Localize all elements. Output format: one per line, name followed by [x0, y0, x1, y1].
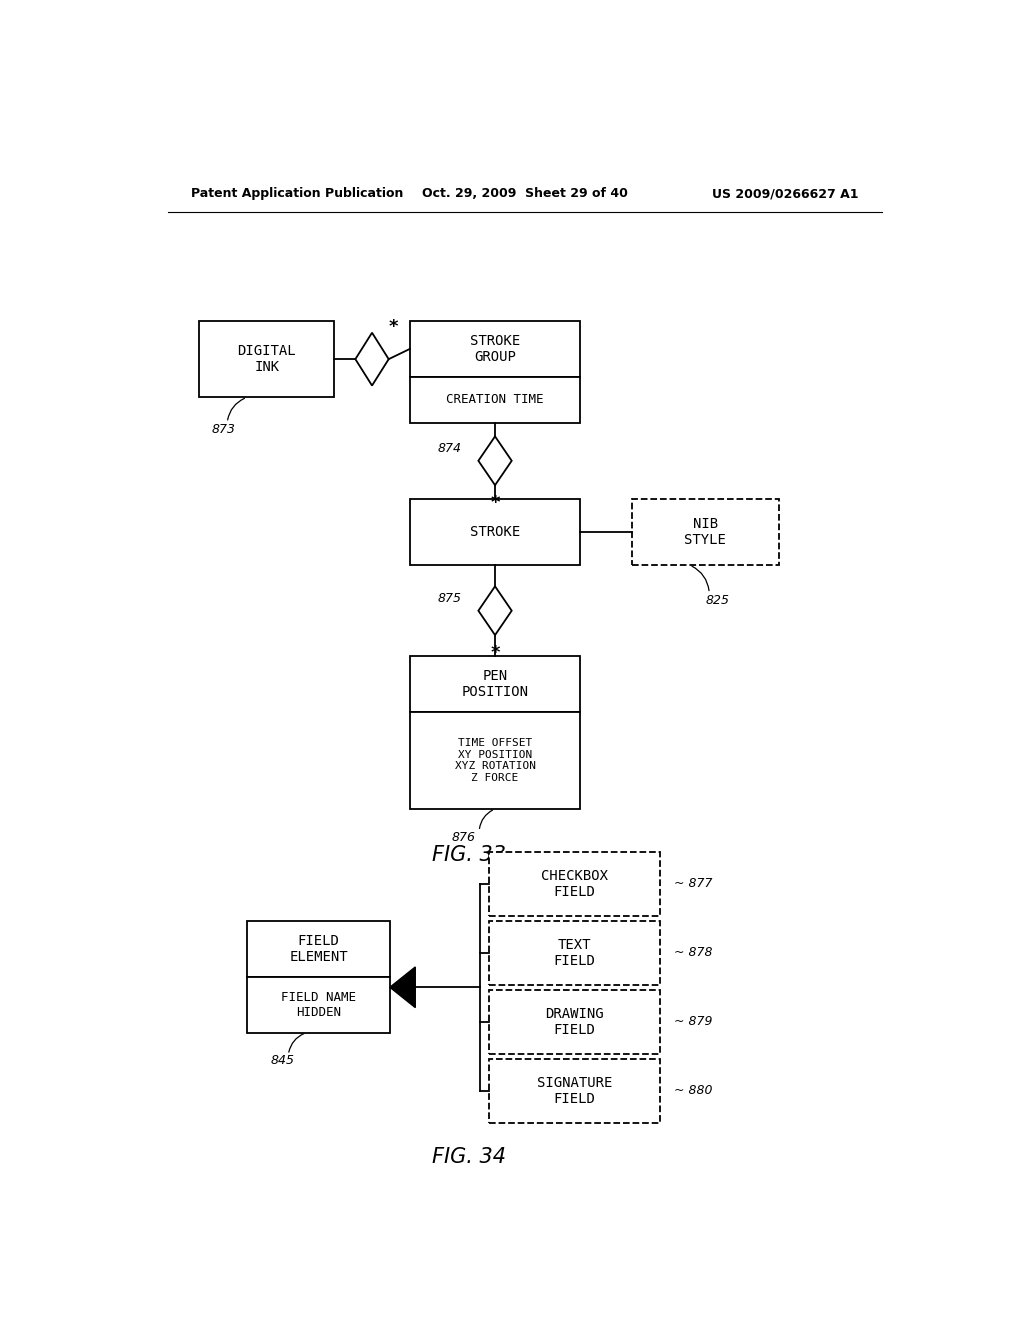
Text: ~ 879: ~ 879	[674, 1015, 713, 1028]
Text: *: *	[490, 644, 500, 663]
Text: 825: 825	[706, 594, 729, 607]
Text: 875: 875	[438, 591, 462, 605]
Text: FIG. 33: FIG. 33	[432, 845, 506, 865]
FancyBboxPatch shape	[489, 990, 659, 1053]
Text: SIGNATURE
FIELD: SIGNATURE FIELD	[537, 1076, 612, 1106]
Text: DRAWING
FIELD: DRAWING FIELD	[545, 1007, 604, 1038]
FancyBboxPatch shape	[410, 378, 581, 422]
Text: *: *	[490, 495, 500, 512]
FancyBboxPatch shape	[632, 499, 779, 565]
Text: DIGITAL
INK: DIGITAL INK	[238, 345, 296, 375]
Text: FIG. 34: FIG. 34	[432, 1147, 506, 1167]
Text: Patent Application Publication: Patent Application Publication	[191, 187, 403, 201]
Polygon shape	[390, 968, 416, 1007]
Text: PEN
POSITION: PEN POSITION	[462, 669, 528, 700]
Text: Oct. 29, 2009  Sheet 29 of 40: Oct. 29, 2009 Sheet 29 of 40	[422, 187, 628, 201]
Text: 873: 873	[211, 424, 236, 437]
Text: TIME OFFSET
XY POSITION
XYZ ROTATION
Z FORCE: TIME OFFSET XY POSITION XYZ ROTATION Z F…	[455, 738, 536, 783]
FancyBboxPatch shape	[410, 713, 581, 809]
Text: US 2009/0266627 A1: US 2009/0266627 A1	[712, 187, 858, 201]
Text: STROKE: STROKE	[470, 525, 520, 539]
FancyBboxPatch shape	[247, 921, 390, 977]
Text: 874: 874	[438, 442, 462, 455]
Text: NIB
STYLE: NIB STYLE	[684, 517, 726, 546]
FancyBboxPatch shape	[489, 921, 659, 985]
Text: *: *	[389, 318, 398, 335]
Text: ~ 880: ~ 880	[674, 1085, 713, 1097]
Text: FIELD NAME
HIDDEN: FIELD NAME HIDDEN	[281, 990, 356, 1019]
FancyBboxPatch shape	[200, 321, 334, 397]
FancyBboxPatch shape	[489, 1059, 659, 1123]
Text: FIELD
ELEMENT: FIELD ELEMENT	[289, 933, 348, 964]
FancyBboxPatch shape	[247, 977, 390, 1032]
Text: STROKE
GROUP: STROKE GROUP	[470, 334, 520, 364]
Text: CHECKBOX
FIELD: CHECKBOX FIELD	[541, 869, 608, 899]
Text: TEXT
FIELD: TEXT FIELD	[553, 937, 595, 968]
FancyBboxPatch shape	[410, 321, 581, 378]
FancyBboxPatch shape	[410, 656, 581, 713]
Text: ~ 877: ~ 877	[674, 876, 713, 890]
Text: 845: 845	[270, 1055, 295, 1068]
Text: 876: 876	[452, 830, 475, 843]
FancyBboxPatch shape	[410, 499, 581, 565]
Text: CREATION TIME: CREATION TIME	[446, 393, 544, 407]
FancyBboxPatch shape	[489, 851, 659, 916]
Text: ~ 878: ~ 878	[674, 946, 713, 960]
